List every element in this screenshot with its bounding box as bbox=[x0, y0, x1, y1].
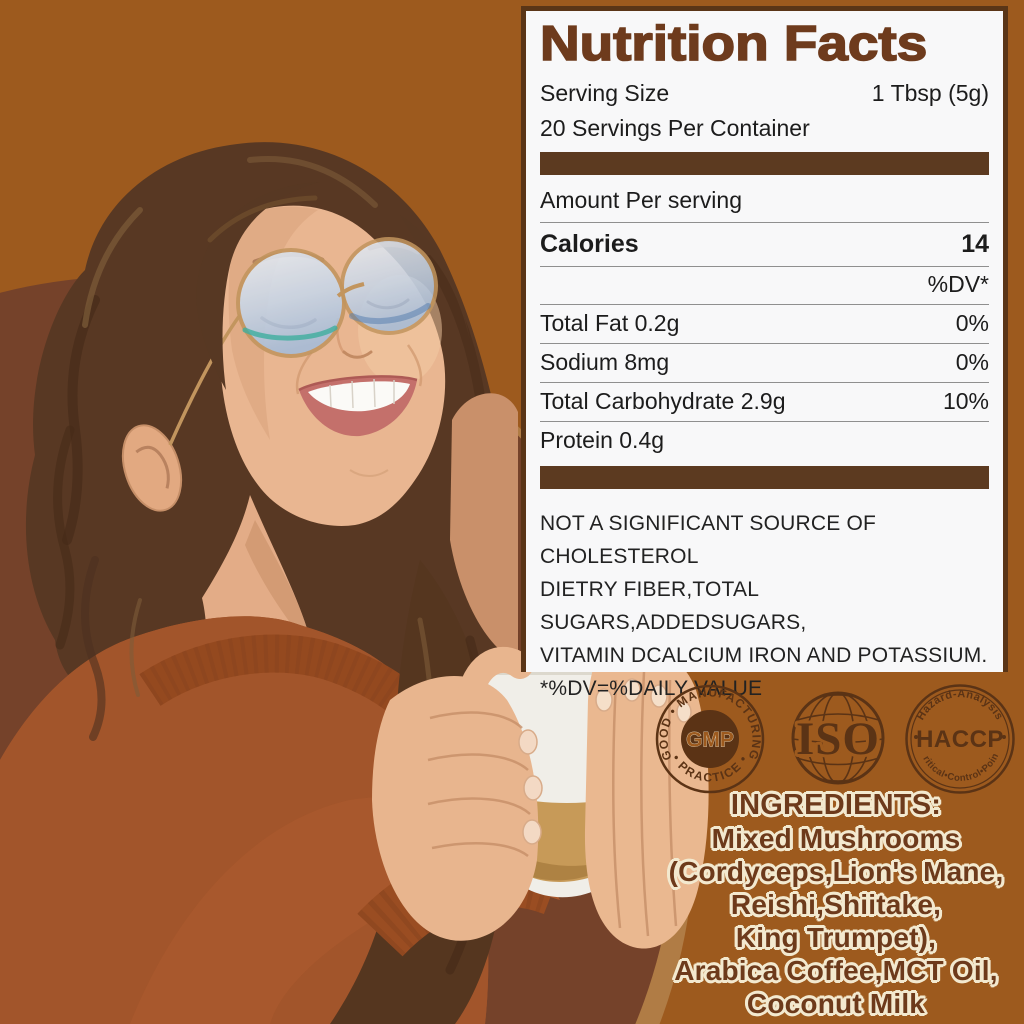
footnote-line: *%DV=%DAILY VALUE bbox=[540, 677, 763, 700]
haccp-center-text: HACCP bbox=[916, 726, 1004, 753]
nutrient-dv: 0% bbox=[955, 349, 989, 375]
nutrient-row-protein: Protein 0.4g bbox=[540, 427, 989, 454]
amount-per-serving: Amount Per serving bbox=[540, 187, 742, 213]
ear bbox=[121, 424, 183, 512]
right-hand bbox=[584, 647, 709, 949]
gmp-badge-icon: GOOD • MANUFACTURING • PRACTICE • GMP bbox=[655, 684, 765, 794]
nutrient-label: Sodium 8mg bbox=[540, 349, 670, 375]
iso-badge-icon: ISO bbox=[791, 691, 885, 785]
left-hand bbox=[372, 646, 543, 941]
gmp-center-text: GMP bbox=[686, 729, 734, 752]
nutrient-row-total-fat: Total Fat 0.2g 0% bbox=[540, 310, 989, 337]
divider-hairline bbox=[540, 382, 989, 383]
ingredients-block: INGREDIENTS: Mixed Mushrooms (Cordyceps,… bbox=[645, 789, 1024, 1020]
ingredients-line: Coconut Milk bbox=[746, 988, 926, 1019]
divider-hairline bbox=[540, 421, 989, 422]
servings-per-container: 20 Servings Per Container bbox=[540, 115, 810, 141]
svg-text:Hazard-Analysis: Hazard-Analysis bbox=[915, 688, 1006, 722]
divider-hairline bbox=[540, 266, 989, 267]
ingredients-heading: INGREDIENTS: bbox=[730, 789, 942, 821]
footnote-line: NOT A SIGNIFICANT SOURCE OF CHOLESTEROL bbox=[540, 512, 877, 568]
nutrient-row-sodium: Sodium 8mg 0% bbox=[540, 349, 989, 376]
haccp-top-text: Hazard-Analysis bbox=[915, 688, 1005, 722]
footnote-line: VITAMIN DCALCIUM IRON AND POTASSIUM. bbox=[540, 644, 988, 667]
divider-hairline bbox=[540, 222, 989, 223]
calories-row: Calories 14 bbox=[540, 229, 989, 259]
hair-fringe bbox=[196, 182, 470, 390]
nutrient-row-carbohydrate: Total Carbohydrate 2.9g 10% bbox=[540, 388, 989, 415]
haccp-badge-icon: Hazard-Analysis HACCP Critical•Control•P… bbox=[905, 684, 1015, 794]
nutrient-label: Total Fat 0.2g bbox=[540, 310, 680, 336]
nutrient-label: Protein 0.4g bbox=[540, 427, 665, 453]
nutrient-dv: 10% bbox=[942, 388, 989, 414]
divider-hairline bbox=[540, 304, 989, 305]
ingredients-line: Arabica Coffee,MCT Oil, bbox=[674, 955, 998, 986]
iso-label: ISO bbox=[796, 713, 880, 765]
ingredients-line: King Trumpet), bbox=[735, 922, 937, 953]
calories-value: 14 bbox=[961, 230, 989, 258]
footnote: NOT A SIGNIFICANT SOURCE OF CHOLESTEROL … bbox=[540, 507, 989, 705]
serving-size-label: Serving Size bbox=[540, 80, 670, 106]
ingredients-line: Reishi,Shiitake, bbox=[730, 889, 942, 920]
nutrition-facts-title: Nutrition Facts bbox=[539, 16, 928, 72]
serving-size-row: Serving Size 1 Tbsp (5g) bbox=[540, 79, 989, 107]
dv-header: %DV* bbox=[927, 271, 989, 297]
nutrition-facts-panel: Nutrition Facts Serving Size 1 Tbsp (5g)… bbox=[521, 6, 1008, 700]
serving-size-value: 1 Tbsp (5g) bbox=[871, 80, 989, 106]
ingredients-line: (Cordyceps,Lion's Mane, bbox=[668, 856, 1004, 887]
calories-label: Calories bbox=[540, 230, 639, 258]
footnote-line: DIETRY FIBER,TOTAL SUGARS,ADDEDSUGARS, bbox=[540, 578, 807, 634]
divider-bar-thick bbox=[540, 466, 989, 489]
divider-hairline bbox=[540, 343, 989, 344]
nutrient-dv: 0% bbox=[955, 310, 989, 336]
arm bbox=[450, 393, 518, 662]
divider-bar-thick bbox=[540, 152, 989, 175]
nutrient-label: Total Carbohydrate 2.9g bbox=[540, 388, 786, 414]
ingredients-line: Mixed Mushrooms bbox=[711, 823, 961, 854]
glasses bbox=[168, 237, 438, 446]
